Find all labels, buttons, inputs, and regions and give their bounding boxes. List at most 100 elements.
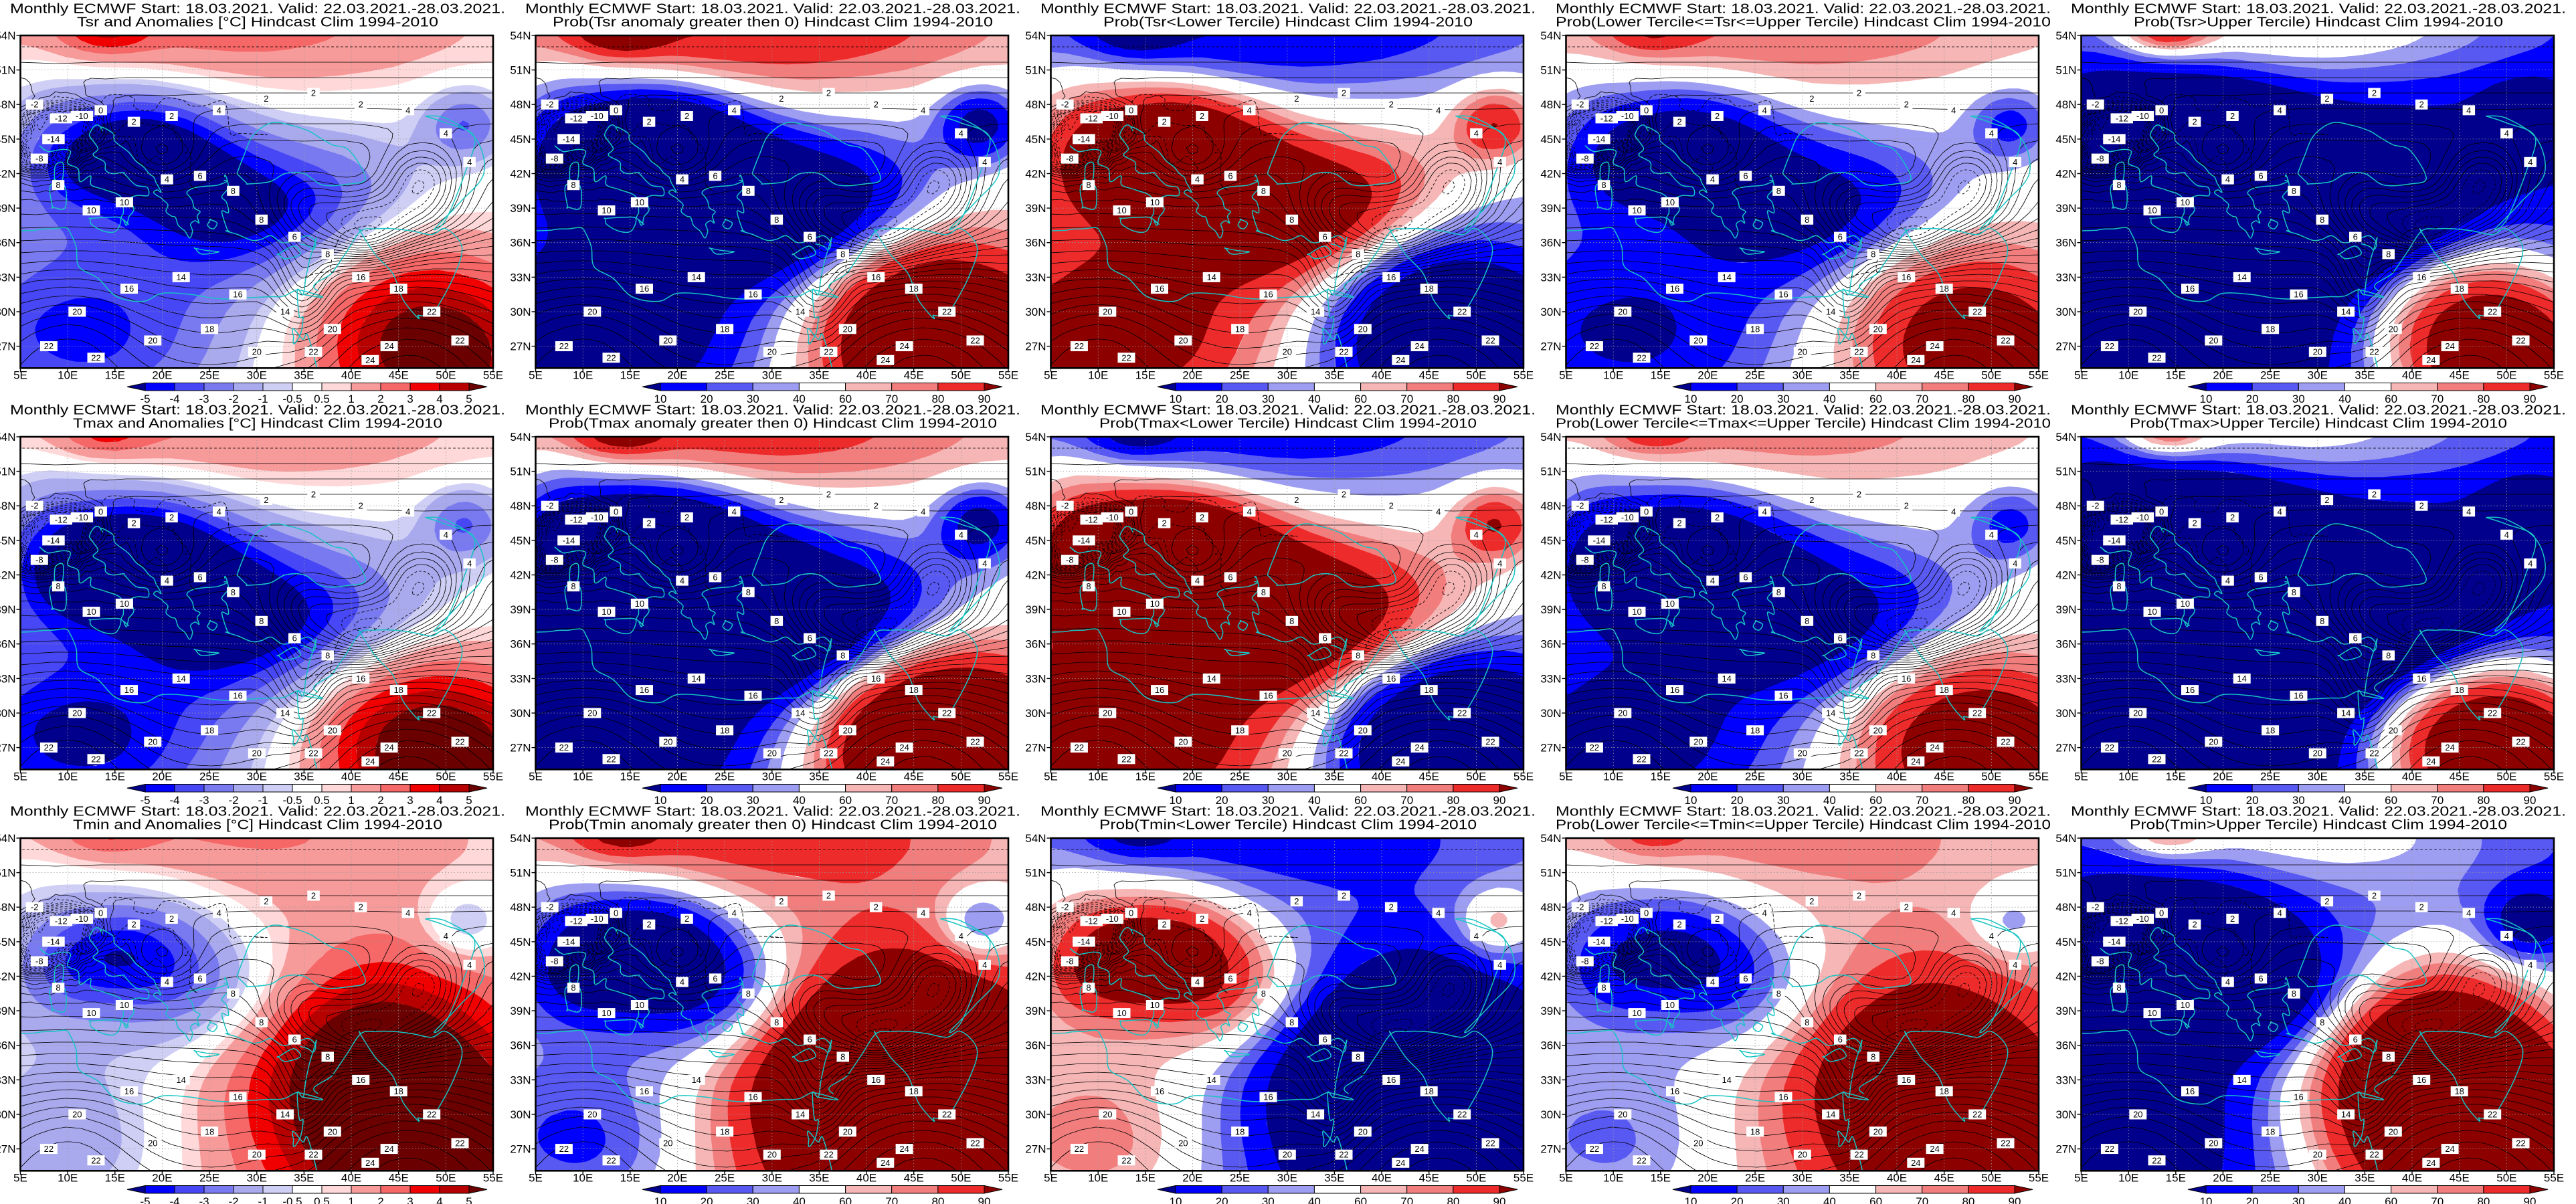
svg-text:Monthly ECMWF Start: 18.03.202: Monthly ECMWF Start: 18.03.2021. Valid: … xyxy=(1040,805,1536,819)
svg-text:33N: 33N xyxy=(1025,1074,1046,1086)
svg-text:39N: 39N xyxy=(2055,202,2076,215)
svg-text:Prob(Lower Tercile<=Tmax<=Uppe: Prob(Lower Tercile<=Tmax<=Upper Tercile)… xyxy=(1556,417,2051,431)
svg-text:48N: 48N xyxy=(0,98,16,111)
svg-text:27N: 27N xyxy=(2055,340,2076,353)
svg-text:36N: 36N xyxy=(0,237,16,249)
svg-text:45N: 45N xyxy=(0,133,16,146)
svg-text:70: 70 xyxy=(2431,1195,2444,1204)
svg-text:60: 60 xyxy=(839,1195,852,1204)
svg-text:60: 60 xyxy=(1869,1195,1882,1204)
svg-text:27N: 27N xyxy=(510,1143,531,1156)
svg-text:42N: 42N xyxy=(510,168,531,181)
svg-text:40: 40 xyxy=(1823,1195,1836,1204)
svg-text:39N: 39N xyxy=(1025,1005,1046,1017)
svg-text:54N: 54N xyxy=(1025,832,1046,845)
svg-text:51N: 51N xyxy=(510,64,531,77)
svg-text:30: 30 xyxy=(747,1195,759,1204)
svg-text:90: 90 xyxy=(2009,1195,2021,1204)
svg-text:Monthly ECMWF Start: 18.03.202: Monthly ECMWF Start: 18.03.2021. Valid: … xyxy=(1556,2,2051,17)
svg-text:Prob(Tmax anomaly greater then: Prob(Tmax anomaly greater then 0) Hindca… xyxy=(549,417,997,431)
svg-text:33N: 33N xyxy=(510,1074,531,1086)
svg-text:42N: 42N xyxy=(1540,168,1561,181)
svg-text:Prob(Tmax<Lower Tercile) Hindc: Prob(Tmax<Lower Tercile) Hindcast Clim 1… xyxy=(1099,417,1477,431)
svg-text:51N: 51N xyxy=(1540,867,1561,880)
svg-text:33N: 33N xyxy=(2055,1074,2076,1086)
svg-text:70: 70 xyxy=(885,1195,898,1204)
svg-text:39N: 39N xyxy=(510,603,531,616)
svg-text:30N: 30N xyxy=(0,1108,16,1121)
svg-text:30N: 30N xyxy=(1025,1108,1046,1121)
svg-text:48N: 48N xyxy=(510,500,531,512)
svg-text:10: 10 xyxy=(1685,1195,1697,1204)
svg-text:36N: 36N xyxy=(2055,638,2076,651)
svg-text:27N: 27N xyxy=(1540,1143,1561,1156)
svg-text:80: 80 xyxy=(1962,1195,1974,1204)
svg-text:36N: 36N xyxy=(1540,1039,1561,1052)
svg-text:36N: 36N xyxy=(1540,237,1561,249)
svg-text:Prob(Lower Tercile<=Tsr<=Upper: Prob(Lower Tercile<=Tsr<=Upper Tercile) … xyxy=(1556,15,2051,30)
svg-text:36N: 36N xyxy=(2055,237,2076,249)
svg-text:54N: 54N xyxy=(0,431,16,443)
svg-text:51N: 51N xyxy=(510,466,531,478)
svg-text:70: 70 xyxy=(1916,1195,1928,1204)
svg-text:30N: 30N xyxy=(510,707,531,720)
svg-text:33N: 33N xyxy=(2055,672,2076,685)
svg-text:Monthly ECMWF Start: 18.03.202: Monthly ECMWF Start: 18.03.2021. Valid: … xyxy=(10,403,505,418)
svg-text:30: 30 xyxy=(2292,1195,2305,1204)
svg-text:90: 90 xyxy=(1493,1195,1506,1204)
svg-text:90: 90 xyxy=(2524,1195,2537,1204)
svg-text:54N: 54N xyxy=(2055,431,2076,443)
svg-text:51N: 51N xyxy=(2055,466,2076,478)
svg-text:45N: 45N xyxy=(1025,534,1046,547)
svg-text:27N: 27N xyxy=(1025,340,1046,353)
svg-text:-5: -5 xyxy=(140,1195,150,1204)
svg-text:45N: 45N xyxy=(2055,133,2076,146)
svg-text:42N: 42N xyxy=(1025,971,1046,983)
svg-text:Prob(Tmin<Lower Tercile) Hindc: Prob(Tmin<Lower Tercile) Hindcast Clim 1… xyxy=(1099,818,1477,833)
svg-text:60: 60 xyxy=(1354,1195,1367,1204)
svg-text:Prob(Tsr>Upper Tercile) Hindca: Prob(Tsr>Upper Tercile) Hindcast Clim 19… xyxy=(2134,15,2503,30)
svg-text:48N: 48N xyxy=(510,98,531,111)
svg-text:36N: 36N xyxy=(1025,237,1046,249)
svg-text:51N: 51N xyxy=(1025,466,1046,478)
svg-text:45N: 45N xyxy=(1540,133,1561,146)
svg-text:30N: 30N xyxy=(1025,707,1046,720)
svg-text:30N: 30N xyxy=(2055,707,2076,720)
svg-text:27N: 27N xyxy=(2055,742,2076,755)
svg-text:51N: 51N xyxy=(2055,64,2076,77)
svg-text:-4: -4 xyxy=(169,1195,179,1204)
svg-text:Monthly ECMWF Start: 18.03.202: Monthly ECMWF Start: 18.03.2021. Valid: … xyxy=(10,805,505,819)
svg-text:45N: 45N xyxy=(0,534,16,547)
svg-text:30N: 30N xyxy=(510,306,531,318)
svg-text:10: 10 xyxy=(654,1195,667,1204)
svg-text:20: 20 xyxy=(2246,1195,2259,1204)
svg-text:48N: 48N xyxy=(2055,901,2076,914)
svg-text:30: 30 xyxy=(1262,1195,1275,1204)
svg-text:42N: 42N xyxy=(2055,168,2076,181)
svg-text:42N: 42N xyxy=(0,569,16,582)
svg-text:36N: 36N xyxy=(510,638,531,651)
svg-text:42N: 42N xyxy=(2055,971,2076,983)
svg-text:42N: 42N xyxy=(510,569,531,582)
svg-text:Monthly ECMWF Start: 18.03.202: Monthly ECMWF Start: 18.03.2021. Valid: … xyxy=(2071,403,2566,418)
svg-text:Monthly ECMWF Start: 18.03.202: Monthly ECMWF Start: 18.03.2021. Valid: … xyxy=(525,403,1020,418)
svg-text:-1: -1 xyxy=(258,1195,268,1204)
svg-text:80: 80 xyxy=(2477,1195,2490,1204)
svg-text:48N: 48N xyxy=(510,901,531,914)
svg-text:Prob(Lower Tercile<=Tmin<=Uppe: Prob(Lower Tercile<=Tmin<=Upper Tercile)… xyxy=(1556,818,2051,833)
svg-text:51N: 51N xyxy=(1025,64,1046,77)
svg-text:54N: 54N xyxy=(0,29,16,42)
svg-text:Monthly ECMWF Start: 18.03.202: Monthly ECMWF Start: 18.03.2021. Valid: … xyxy=(2071,2,2566,17)
svg-text:42N: 42N xyxy=(510,971,531,983)
svg-text:39N: 39N xyxy=(1540,603,1561,616)
svg-text:48N: 48N xyxy=(1540,901,1561,914)
svg-text:39N: 39N xyxy=(0,1005,16,1017)
svg-text:33N: 33N xyxy=(0,672,16,685)
svg-text:2: 2 xyxy=(377,1195,383,1204)
svg-text:39N: 39N xyxy=(0,603,16,616)
svg-text:27N: 27N xyxy=(0,742,16,755)
svg-text:0.5: 0.5 xyxy=(314,1195,330,1204)
svg-text:40: 40 xyxy=(1308,1195,1321,1204)
svg-text:33N: 33N xyxy=(2055,271,2076,284)
svg-text:Tmin and Anomalies [°C] Hindca: Tmin and Anomalies [°C] Hindcast Clim 19… xyxy=(73,818,442,833)
